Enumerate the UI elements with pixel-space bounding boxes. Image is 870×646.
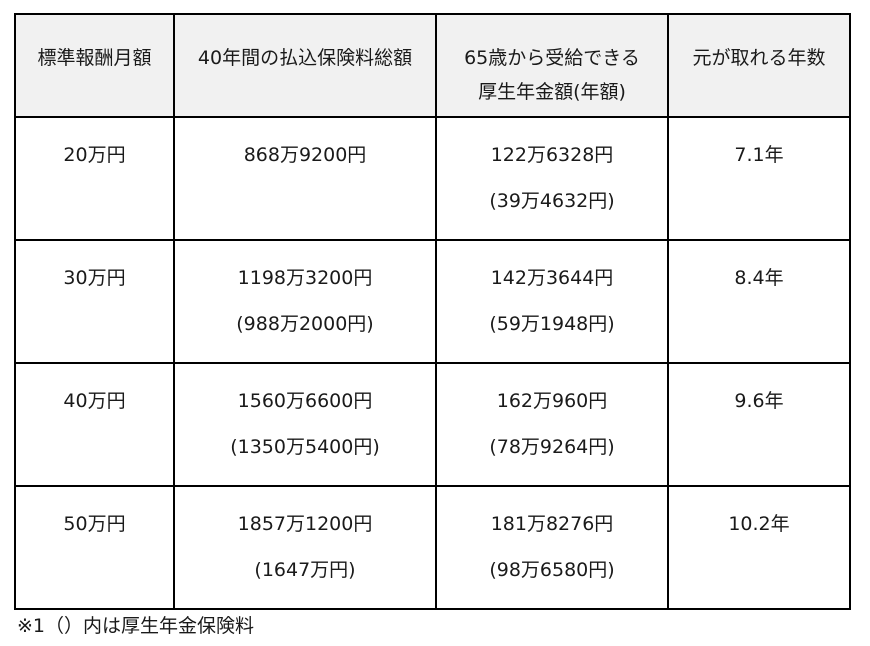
cell-value: 1198万3200円	[237, 267, 373, 289]
cell-breakeven-years: 8.4年	[667, 239, 851, 364]
cell-breakeven-years: 10.2年	[667, 485, 851, 610]
cell-note: (59万1948円)	[489, 313, 615, 335]
column-header-monthly-salary: 標準報酬月額	[14, 13, 175, 118]
table-row: 30万円 1198万3200円 (988万2000円) 142万3644円 (59万…	[14, 239, 851, 364]
table-body: 20万円 868万9200円 122万6328円 (39万4632円) 7.1年 …	[14, 116, 851, 610]
cell-note: (1647万円)	[254, 559, 356, 581]
cell-value: 162万960円	[496, 390, 608, 412]
cell-value: 142万3644円	[490, 267, 614, 289]
table-row: 50万円 1857万1200円 (1647万円) 181万8276円 (98万658…	[14, 485, 851, 610]
cell-monthly-salary: 30万円	[14, 239, 175, 364]
table-footnote: ※1（）内は厚生年金保険料	[17, 615, 255, 637]
cell-value: 122万6328円	[490, 144, 614, 166]
cell-total-premium: 1198万3200円 (988万2000円)	[173, 239, 437, 364]
cell-note: (988万2000円)	[236, 313, 374, 335]
cell-total-premium: 1857万1200円 (1647万円)	[173, 485, 437, 610]
cell-value: 10.2年	[728, 513, 790, 535]
cell-note: (98万6580円)	[489, 559, 615, 581]
column-header-total-premium: 40年間の払込保険料総額	[173, 13, 437, 118]
column-header-annual-pension: 65歳から受給できる厚生年金額(年額)	[435, 13, 669, 118]
cell-value: 868万9200円	[243, 144, 367, 166]
pension-table-container: 標準報酬月額 40年間の払込保険料総額 65歳から受給できる厚生年金額(年額) …	[14, 13, 851, 610]
table-row: 40万円 1560万6600円 (1350万5400円) 162万960円 (78万…	[14, 362, 851, 487]
cell-value: 1857万1200円	[237, 513, 373, 535]
header-row: 標準報酬月額 40年間の払込保険料総額 65歳から受給できる厚生年金額(年額) …	[14, 13, 851, 118]
cell-note: (78万9264円)	[489, 436, 615, 458]
cell-monthly-salary: 40万円	[14, 362, 175, 487]
cell-total-premium: 1560万6600円 (1350万5400円)	[173, 362, 437, 487]
cell-monthly-salary: 50万円	[14, 485, 175, 610]
cell-value: 1560万6600円	[237, 390, 373, 412]
cell-annual-pension: 142万3644円 (59万1948円)	[435, 239, 669, 364]
cell-value: 8.4年	[734, 267, 784, 289]
cell-note: (1350万5400円)	[230, 436, 380, 458]
table-header: 標準報酬月額 40年間の払込保険料総額 65歳から受給できる厚生年金額(年額) …	[14, 13, 851, 118]
cell-breakeven-years: 7.1年	[667, 116, 851, 241]
cell-value: 9.6年	[734, 390, 784, 412]
cell-value: 20万円	[63, 144, 126, 166]
cell-value: 40万円	[63, 390, 126, 412]
cell-value: 50万円	[63, 513, 126, 535]
cell-value: 7.1年	[734, 144, 784, 166]
cell-annual-pension: 162万960円 (78万9264円)	[435, 362, 669, 487]
pension-table: 標準報酬月額 40年間の払込保険料総額 65歳から受給できる厚生年金額(年額) …	[14, 13, 851, 610]
cell-breakeven-years: 9.6年	[667, 362, 851, 487]
cell-value: 30万円	[63, 267, 126, 289]
cell-monthly-salary: 20万円	[14, 116, 175, 241]
cell-annual-pension: 122万6328円 (39万4632円)	[435, 116, 669, 241]
table-row: 20万円 868万9200円 122万6328円 (39万4632円) 7.1年	[14, 116, 851, 241]
cell-value: 181万8276円	[490, 513, 614, 535]
cell-annual-pension: 181万8276円 (98万6580円)	[435, 485, 669, 610]
column-header-breakeven-years: 元が取れる年数	[667, 13, 851, 118]
cell-total-premium: 868万9200円	[173, 116, 437, 241]
cell-note: (39万4632円)	[489, 190, 615, 212]
